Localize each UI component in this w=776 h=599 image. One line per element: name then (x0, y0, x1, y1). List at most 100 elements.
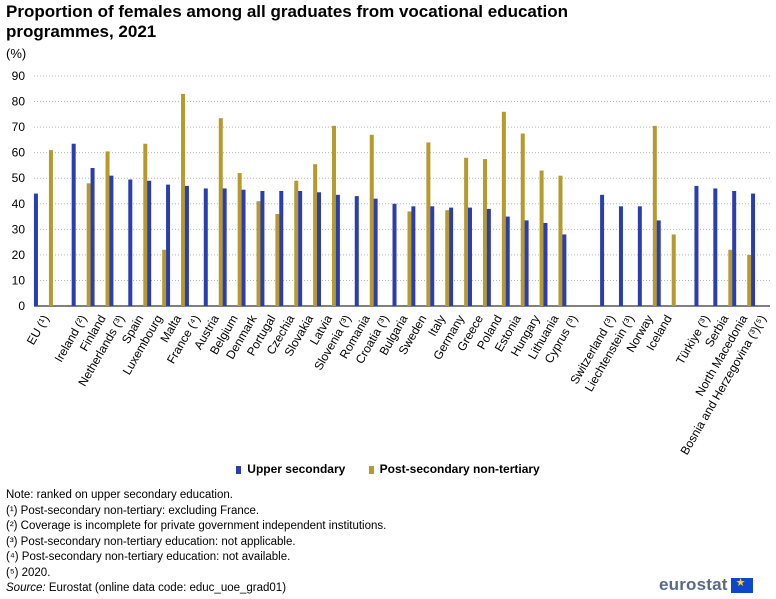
bar-post (539, 170, 544, 306)
y-tick-label: 80 (12, 95, 26, 109)
y-tick-label: 30 (12, 222, 26, 236)
bar-upper (109, 175, 114, 306)
footnote-1: (¹) Post-secondary non-tertiary: excludi… (6, 504, 260, 517)
source-label: Source: (6, 582, 46, 594)
eurostat-logo: eurostat (659, 575, 753, 595)
bar-upper (694, 185, 699, 306)
bar-upper (71, 143, 76, 306)
footnote-ranking: Note: ranked on upper secondary educatio… (6, 489, 233, 501)
y-tick-label: 60 (12, 146, 26, 160)
bar-post (218, 118, 223, 306)
logo-text: eurostat (659, 575, 728, 594)
bar-post (747, 254, 752, 306)
bar-post (426, 142, 431, 306)
legend-label-post: Post-secondary non-tertiary (379, 462, 540, 476)
bar-upper (505, 216, 510, 306)
bar-post (294, 180, 299, 306)
legend-label-upper: Upper secondary (247, 462, 346, 476)
bar-upper (335, 194, 340, 306)
bar-upper (166, 184, 171, 306)
y-tick-label: 90 (12, 69, 26, 83)
bar-upper (317, 192, 322, 306)
footnote-4: (⁴) Post-secondary non-tertiary educatio… (6, 551, 291, 563)
bar-post (237, 173, 242, 306)
bar-post (48, 150, 53, 306)
bar-post (332, 125, 337, 306)
bar-post (482, 159, 487, 306)
legend-item-upper: Upper secondary (236, 462, 345, 476)
source-line: Source: Eurostat (online data code: educ… (6, 581, 386, 597)
bar-upper (373, 198, 378, 306)
bar-upper (430, 206, 435, 306)
bar-post (143, 143, 148, 306)
bar-post (520, 133, 525, 306)
bar-post (313, 164, 318, 306)
bar-post (464, 157, 469, 306)
legend-swatch-upper (236, 465, 242, 474)
bar-post (407, 211, 412, 306)
bar-upper (392, 203, 397, 306)
footnote-5: (⁵) 2020. (6, 566, 51, 579)
bar-upper (600, 194, 605, 306)
bar-upper (524, 220, 529, 306)
bar-upper (241, 189, 246, 306)
gridlines (34, 75, 770, 307)
bar-upper (656, 220, 661, 306)
bar-upper (203, 188, 208, 306)
bar-upper (33, 193, 38, 306)
bar-upper (618, 206, 623, 306)
chart-title: Proportion of females among all graduate… (6, 2, 569, 41)
y-axis-unit: (%) (6, 46, 27, 61)
bar-post (558, 175, 563, 306)
footnotes: Note: ranked on upper secondary educatio… (6, 488, 386, 597)
bar-upper (279, 191, 284, 306)
bar-upper (298, 191, 303, 306)
bar-post (445, 210, 450, 306)
bar-post (501, 111, 506, 306)
legend-item-post: Post-secondary non-tertiary (368, 462, 540, 476)
y-tick-labels: 0 10 20 30 40 50 60 70 80 90 (12, 69, 26, 313)
bar-upper (260, 191, 265, 306)
bar-post (256, 201, 261, 306)
y-tick-label: 20 (12, 248, 26, 262)
bar-post (86, 183, 91, 306)
bars (33, 93, 756, 306)
bar-post (728, 249, 733, 306)
bar-post (181, 93, 186, 306)
y-tick-label: 40 (12, 197, 26, 211)
bar-post (652, 125, 657, 306)
footnote-2: (²) Coverage is incomplete for private g… (6, 520, 387, 532)
bar-chart: 0 10 20 30 40 50 60 70 80 90 EU (¹) Ireland (²)Fin… (12, 69, 770, 458)
bar-upper (751, 193, 756, 306)
bar-upper (713, 188, 718, 306)
bar-post (105, 151, 110, 306)
bar-upper (467, 207, 472, 306)
bar-upper (543, 222, 548, 306)
bar-upper (222, 188, 227, 306)
y-tick-label: 50 (12, 171, 26, 185)
bar-upper (562, 234, 567, 306)
bar-upper (732, 191, 737, 306)
bar-upper (147, 180, 152, 306)
bar-post (162, 249, 167, 306)
eu-flag-icon (730, 576, 753, 593)
source-text: Eurostat (online data code: educ_uoe_gra… (45, 582, 287, 594)
legend: Upper secondary Post-secondary non-terti… (0, 462, 776, 476)
footnote-3: (³) Post-secondary non-tertiary educatio… (6, 535, 296, 548)
x-tick-label: EU (¹) (24, 313, 52, 348)
bar-upper (184, 185, 189, 306)
y-tick-label: 10 (12, 273, 26, 287)
bar-upper (449, 207, 454, 306)
bar-upper (411, 206, 416, 306)
bar-upper (128, 179, 133, 306)
bar-upper (90, 168, 95, 306)
legend-swatch-post (368, 465, 374, 474)
bar-upper (486, 208, 491, 306)
y-tick-label: 0 (18, 299, 25, 313)
bar-upper (637, 206, 642, 306)
bar-upper (354, 196, 359, 306)
bar-post (671, 234, 676, 306)
y-tick-label: 70 (12, 120, 26, 134)
bar-post (369, 134, 374, 306)
